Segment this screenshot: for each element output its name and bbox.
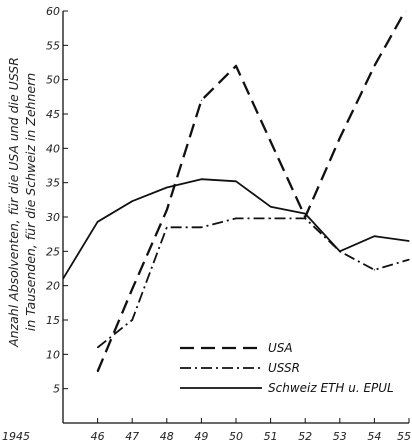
legend-label: Schweiz ETH u. EPUL bbox=[268, 381, 394, 395]
series-line-ussr bbox=[97, 217, 410, 349]
data-point bbox=[270, 206, 272, 208]
x-tick-label: 54 bbox=[367, 430, 381, 443]
x-tick-label: 1945 bbox=[2, 430, 30, 443]
x-tick-label: 51 bbox=[264, 430, 278, 443]
data-point bbox=[373, 269, 375, 271]
y-tick-label: 35 bbox=[46, 177, 60, 190]
data-point bbox=[200, 178, 202, 180]
data-point bbox=[408, 240, 410, 242]
data-point bbox=[270, 217, 272, 219]
data-point bbox=[304, 216, 306, 218]
data-point bbox=[131, 288, 133, 290]
x-tick-label: 50 bbox=[229, 430, 243, 443]
data-point bbox=[200, 226, 202, 228]
data-point bbox=[304, 213, 306, 215]
data-point bbox=[408, 259, 410, 261]
x-tick-label: 47 bbox=[125, 430, 139, 443]
legend: USA USSR Schweiz ETH u. EPUL bbox=[172, 340, 410, 398]
y-tick-label: 40 bbox=[46, 142, 60, 155]
data-point bbox=[235, 65, 237, 67]
y-tick-label: 45 bbox=[46, 108, 60, 121]
y-tick-label: 60 bbox=[46, 5, 60, 18]
data-point bbox=[235, 180, 237, 182]
data-point bbox=[270, 140, 272, 143]
data-point bbox=[339, 137, 341, 139]
ticks: 5 10 15 20 25 30 35 40 45 50 55 60 1945 46 47 48 49 50 51 5… bbox=[2, 5, 411, 443]
legend-label: USA bbox=[268, 341, 293, 355]
data-point bbox=[304, 217, 306, 219]
y-axis-label-line-2: in Tausenden, für die Schweiz in Zehnern bbox=[23, 73, 38, 331]
data-point bbox=[166, 226, 168, 228]
y-tick-label: 15 bbox=[46, 314, 60, 327]
y-tick-label: 50 bbox=[46, 74, 60, 87]
y-axis-label-line-1: Anzahl Absolventen, für die USA und die … bbox=[6, 57, 21, 348]
data-point bbox=[166, 186, 168, 189]
x-tick-label: 55 bbox=[397, 430, 411, 443]
x-tick-label: 52 bbox=[298, 430, 312, 443]
data-point bbox=[235, 217, 237, 219]
y-axis-label: Anzahl Absolventen, für die USA und die … bbox=[6, 57, 38, 348]
data-point bbox=[131, 200, 133, 202]
y-tick-label: 20 bbox=[46, 280, 60, 293]
y-tick-label: 30 bbox=[46, 211, 60, 224]
y-tick-label: 5 bbox=[53, 383, 60, 396]
x-tick-label: 53 bbox=[333, 430, 347, 443]
data-point bbox=[339, 250, 341, 252]
data-point bbox=[373, 65, 375, 67]
y-tick-label: 10 bbox=[46, 348, 60, 361]
y-tick-label: 25 bbox=[46, 245, 60, 258]
series-line-usa bbox=[96, 11, 407, 372]
data-point bbox=[373, 235, 375, 237]
data-point bbox=[97, 346, 99, 349]
x-tick-label: 46 bbox=[91, 430, 105, 443]
x-tick-label: 49 bbox=[194, 430, 208, 443]
data-point bbox=[408, 4, 409, 5]
y-tick-label: 55 bbox=[46, 39, 60, 52]
x-tick-label: 48 bbox=[160, 430, 174, 443]
data-point bbox=[200, 99, 202, 101]
series-lines bbox=[63, 4, 410, 373]
data-point bbox=[63, 278, 64, 280]
series-line-schweiz bbox=[63, 178, 410, 280]
data-point bbox=[166, 209, 168, 211]
legend-label: USSR bbox=[268, 361, 300, 375]
data-point bbox=[97, 370, 99, 373]
data-point bbox=[131, 319, 133, 321]
data-point bbox=[97, 221, 99, 223]
